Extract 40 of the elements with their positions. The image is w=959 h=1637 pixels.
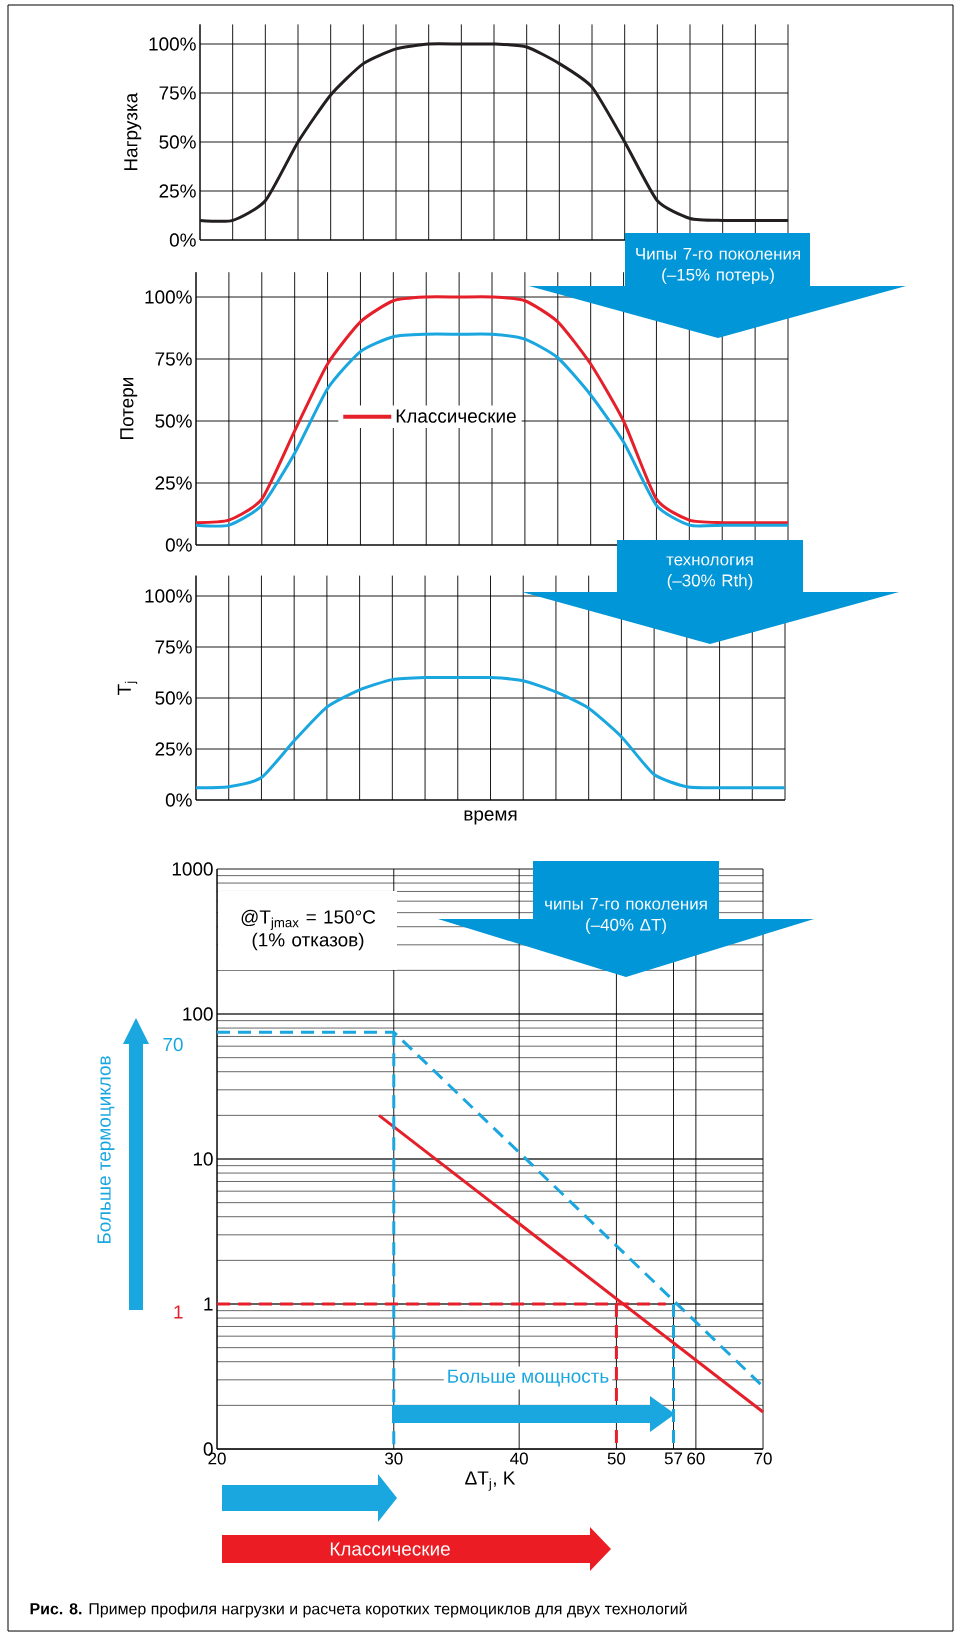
y-tick-label: 25% [155,742,192,756]
y-tick-label: 50% [155,414,192,428]
x-tick-label: 30 [384,1452,403,1465]
text: Рис. 8. Пример профиля нагрузки и расчета коротких термоциклов для двух технологий [30,1602,687,1618]
x-axis-title: ΔT$_{j}$, K [465,1471,516,1491]
y-axis-title: T$_{j}$ [117,681,138,695]
y-tick-label: 0% [165,538,192,552]
y-axis-title: Потери [120,378,138,439]
x-tick-label: 40 [510,1452,528,1465]
y-tick-label: 25% [155,476,192,490]
text: Больше термоциклов [97,1056,115,1244]
y-axis-title: Нагрузка [124,92,142,171]
y-tick-label: 75% [155,352,192,366]
y-tick-label: 50% [159,135,196,149]
y-tick-label: 0% [169,233,196,247]
y-tick-label: 0% [165,793,192,807]
y-tick-label: 100 [183,1007,213,1021]
y-tick-label: 25% [159,184,196,198]
y-tick-label: 1 [204,1297,213,1311]
annotation: чипы 7-го поколения (–40% ΔT) [545,897,707,935]
x-tick-label: 57 [664,1452,683,1465]
y-tick-label: 100% [145,290,192,304]
x-tick-label: 60 [687,1452,705,1465]
y-tick-label: 100% [149,37,196,51]
x-axis-title: время [464,810,517,825]
y-tick-label: 10 [193,1152,213,1166]
annotation: Чипы 7-го поколения (–15% потерь) [636,247,800,285]
annotation: 70 [163,1037,183,1052]
y-tick-label: 75% [155,640,192,654]
y-tick-label: 75% [159,86,196,100]
legend-label: Классические [396,409,516,423]
annotation: @T$_{jmax}$ = 150°C (1% отказов) [241,909,376,951]
text: Классические [330,1542,450,1556]
y-tick-label: 100% [145,589,192,603]
x-tick-label: 50 [607,1452,626,1465]
annotation: Больше мощность [448,1369,609,1387]
annotation: технология (–30% Rth) [666,556,753,590]
y-tick-label: 1000 [172,862,213,876]
y-tick-label: 50% [155,691,192,705]
x-tick-label: 70 [754,1452,772,1465]
